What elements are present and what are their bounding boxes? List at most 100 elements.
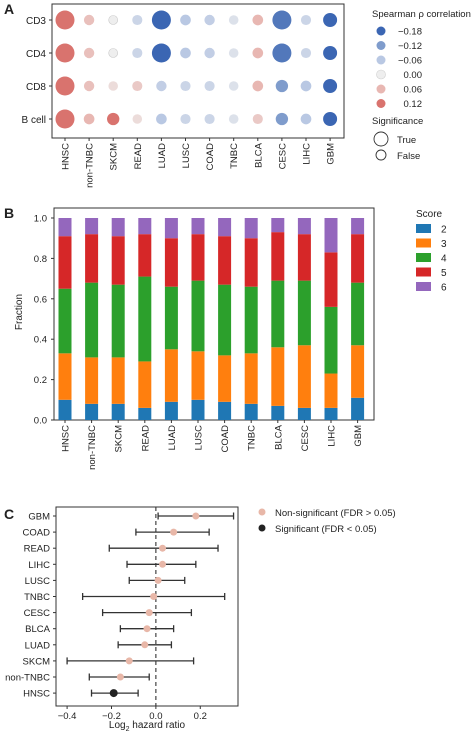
legend-value-label: −0.06 [398,56,422,67]
score-legend: Score 2 3 4 5 6 [416,209,447,294]
bar-segment [58,218,72,237]
correlation-dot [180,113,191,125]
correlation-dot [228,15,239,25]
x-tick-label: −0.4 [58,711,77,722]
bar-segment [191,234,205,281]
panel-b-frame [53,207,375,421]
correlation-dot [300,113,312,125]
bar-segment [58,236,72,289]
row-label: GBM [28,512,50,523]
bar-segment [138,234,152,277]
x-tick-label: TNBC [247,425,258,451]
x-tick-label: COAD [220,425,231,453]
bar-segment [191,399,205,420]
correlation-dot [300,80,312,92]
bar-segment [85,218,99,235]
bar-segment [244,403,258,420]
row-label: CD3 [26,16,46,27]
bar-segment [271,347,285,406]
correlation-dot [228,114,239,124]
bar-segment [297,234,311,281]
legend-value-label: −0.18 [398,27,422,38]
bar-segment [85,282,99,358]
legend-value-label: 0.00 [404,70,423,81]
legend-label: 3 [441,239,447,250]
bar-segment [85,234,99,283]
bar-segment [85,357,99,404]
row-label: CD8 [26,82,46,93]
bar-segment [111,218,125,237]
correlation-dot [55,10,75,30]
column-label: GBM [326,143,337,165]
bar-segment [218,284,232,356]
legend-color-dot [376,69,386,80]
bar-segment [351,397,365,420]
estimate-point [170,528,178,536]
x-tick-label: READ [140,425,151,452]
correlation-dot [252,47,264,59]
x-axis-label: Log2 hazard ratio [109,720,186,733]
correlation-dot [108,48,118,58]
legend-label: 2 [441,225,447,236]
y-tick-label: 0.6 [34,294,47,305]
bar-segment [271,280,285,348]
bar-segment [297,218,311,235]
row-label: CD4 [26,49,46,60]
correlation-dot [204,113,215,125]
bar-segment [111,403,125,420]
legend-swatch [416,224,431,233]
bar-segment [111,357,125,404]
panel-label-b: B [4,205,14,221]
bar-segment [164,238,178,287]
bar-segment [218,218,232,237]
column-label: CESC [277,143,288,170]
significant-label: Significant (FDR < 0.05) [275,524,377,535]
column-label: LUAD [157,143,168,168]
bar-segment [58,288,72,354]
non-significant-label: Non-significant (FDR > 0.05) [275,508,396,519]
correlation-dot [252,14,264,26]
x-tick-label: LUSC [194,425,205,450]
bar-segment [297,407,311,420]
x-tick-label: LIHC [327,425,338,447]
column-label: COAD [205,143,216,171]
correlation-dot [83,80,95,92]
bar-segment [324,373,338,408]
column-label: non-TNBC [85,143,96,188]
x-tick-label: BLCA [273,424,284,449]
legend-swatch [416,253,431,262]
bar-segment [138,361,152,408]
row-label: non-TNBC [5,673,50,684]
estimate-point [141,641,149,649]
legend-label: 5 [441,268,447,279]
bar-segment [351,218,365,235]
legend-title: Spearman ρ correlation [372,9,471,20]
legend-value-label: 0.06 [404,85,423,96]
correlation-dot [180,80,191,92]
dot-matrix-panel: CD3 CD4 CD8 B cell HNSC non-TNBC SKCM READ LUAD… [22,3,471,188]
row-label: CESC [24,608,51,619]
bar-segment [218,401,232,420]
bar-segment [244,353,258,404]
bar-segment [351,234,365,283]
bar-segment [111,236,125,285]
estimate-point [159,544,167,552]
correlation-dot [204,47,215,59]
panel-c-frame [55,506,239,707]
bar-segment [164,401,178,420]
forest-plot-panel: GBM COAD READ LIHC LUSC TNBC CESC BLCA LUAD SKCM n… [5,506,396,733]
estimate-point [150,593,158,600]
bar-segment [191,218,205,235]
column-label: TNBC [229,143,240,169]
correlation-dot [83,14,95,26]
y-axis-label: Fraction [14,294,25,330]
correlation-dot [228,81,239,91]
x-tick-label: 0.0 [149,711,162,722]
legend-value-label: −0.12 [398,41,422,52]
correlation-dot [156,113,167,125]
bar-segment [297,345,311,408]
correlation-dot [151,43,171,63]
correlation-dot [204,14,215,26]
y-tick-label: 0.8 [34,254,47,265]
